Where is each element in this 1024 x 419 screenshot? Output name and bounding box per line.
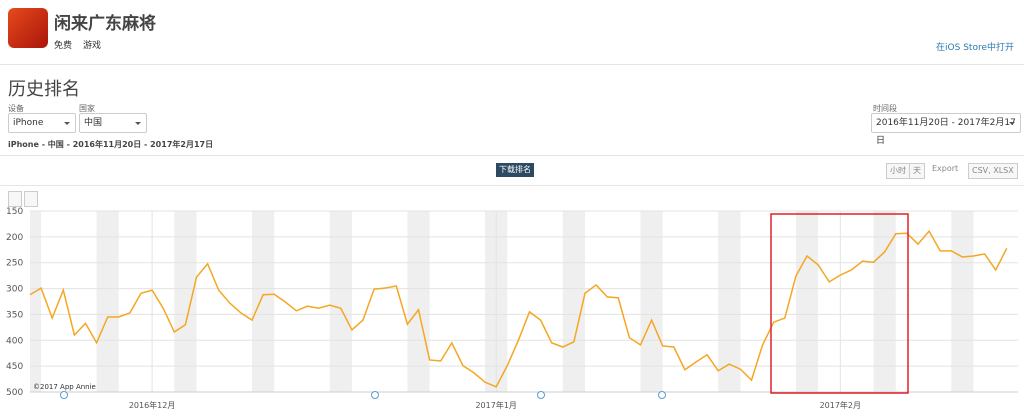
divider [0,155,1024,156]
y-tick-label: 450 [6,362,23,372]
x-tick-label: 2016年12月 [129,400,176,410]
rank-line [29,229,1008,388]
weekend-band [252,211,275,392]
section-title: 历史排名 [8,79,80,100]
event-marker [658,391,666,399]
country-label: 国家 [79,104,95,113]
device-label: 设备 [8,104,24,113]
store-link[interactable]: 在iOS Store中打开 [936,43,1014,53]
app-category[interactable]: 游戏 [83,41,102,51]
export-button[interactable]: Export [932,164,959,173]
weekend-band [96,211,119,392]
reset-zoom[interactable] [8,191,22,207]
event-marker [537,391,545,399]
app-price: 免费 [54,41,73,51]
tab-downloads[interactable]: 下载排名 [496,163,534,177]
divider [0,185,1024,186]
weekend-band [718,211,741,392]
format-button[interactable]: CSV, XLSX [968,163,1018,179]
divider [0,64,1024,65]
x-tick-label: 2017年2月 [820,400,861,410]
event-marker [371,391,379,399]
weekend-band [640,211,663,392]
device-select[interactable]: iPhone [8,113,76,133]
y-tick-label: 250 [6,259,23,269]
watermark: ©2017 App Annie [33,383,96,391]
zoom[interactable] [24,191,38,207]
app-icon [8,8,48,48]
weekend-band [562,211,585,392]
y-tick-label: 150 [6,207,23,217]
period-select[interactable]: 2016年11月20日 - 2017年2月17日 [871,113,1021,146]
weekend-band [951,211,974,392]
hour-button[interactable]: 小时 [886,163,910,179]
day-button[interactable]: 天 [909,163,925,179]
weekend-band [407,211,430,392]
weekend-band [329,211,352,392]
weekend-band [795,211,819,392]
y-tick-label: 400 [6,336,23,346]
x-tick-label: 2017年1月 [475,400,516,410]
app-name: 闲来广东麻将 [54,14,156,34]
highlight-box [770,213,909,394]
period-label: 时间段 [873,104,897,113]
weekend-band [30,211,42,392]
country-select[interactable]: 中国 [79,113,147,133]
y-tick-label: 350 [6,310,23,320]
y-tick-label: 200 [6,233,23,243]
breadcrumb: iPhone - 中国 - 2016年11月20日 - 2017年2月17日 [8,140,214,149]
y-tick-label: 500 [6,388,23,398]
weekend-band [174,211,197,392]
event-marker [60,391,68,399]
y-tick-label: 300 [6,285,23,295]
